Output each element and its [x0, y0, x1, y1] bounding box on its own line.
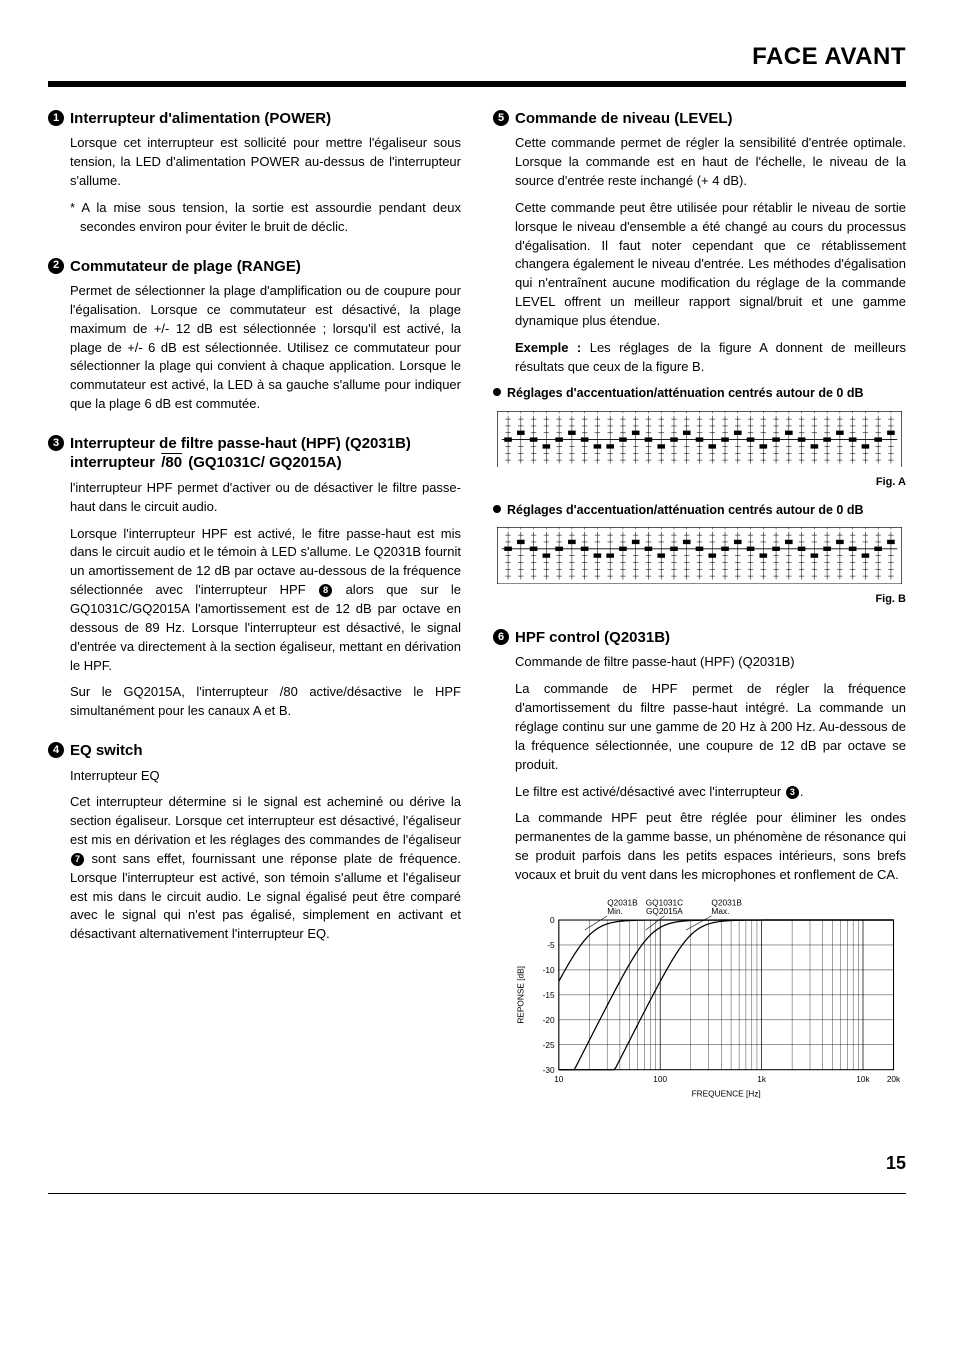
svg-text:1k: 1k: [757, 1074, 767, 1084]
section-1-p1: Lorsque cet interrupteur est sollicité p…: [70, 134, 461, 191]
svg-text:Min.: Min.: [607, 906, 623, 916]
section-2-title: Commutateur de plage (RANGE): [70, 257, 301, 277]
content-columns: 1 Interrupteur d'alimentation (POWER) Lo…: [48, 109, 906, 1127]
section-5: 5 Commande de niveau (LEVEL) Cette comma…: [493, 109, 906, 608]
svg-text:Max.: Max.: [711, 906, 729, 916]
badge-6: 6: [493, 629, 509, 645]
section-6-p1: La commande de HPF permet de régler la f…: [515, 680, 906, 774]
bullet-icon: [493, 505, 501, 513]
svg-text:-15: -15: [543, 990, 555, 1000]
eq-figure-b: [493, 523, 906, 584]
svg-text:-30: -30: [543, 1065, 555, 1075]
svg-text:REPONSE [dB]: REPONSE [dB]: [515, 966, 525, 1024]
ref-8-icon: 8: [319, 584, 332, 597]
eq-figure-a: [493, 407, 906, 468]
section-6-p2: Le filtre est activé/désactivé avec l'in…: [515, 783, 906, 802]
section-5-example: Exemple : Les réglages de la figure A do…: [515, 339, 906, 377]
section-4-p1: Cet interrupteur détermine si le signal …: [70, 793, 461, 944]
section-6: 6 HPF control (Q2031B) Commande de filtr…: [493, 628, 906, 1107]
section-3-p1: l'interrupteur HPF permet d'activer ou d…: [70, 479, 461, 517]
left-column: 1 Interrupteur d'alimentation (POWER) Lo…: [48, 109, 461, 1127]
footer-rule: [48, 1193, 906, 1194]
badge-5: 5: [493, 110, 509, 126]
section-2-p1: Permet de sélectionner la plage d'amplif…: [70, 282, 461, 414]
section-5-p1: Cette commande permet de régler la sensi…: [515, 134, 906, 191]
ref-3-icon: 3: [786, 786, 799, 799]
badge-3: 3: [48, 435, 64, 451]
svg-text:20k: 20k: [887, 1074, 901, 1084]
svg-text:-20: -20: [543, 1015, 555, 1025]
svg-text:FREQUENCE [Hz]: FREQUENCE [Hz]: [692, 1088, 761, 1098]
svg-text:0: 0: [550, 915, 555, 925]
figA-caption: Fig. A: [493, 475, 906, 491]
section-6-title: HPF control (Q2031B): [515, 628, 670, 648]
section-1: 1 Interrupteur d'alimentation (POWER) Lo…: [48, 109, 461, 237]
section-4-title: EQ switch: [70, 741, 143, 761]
section-6-p3: La commande HPF peut être réglée pour él…: [515, 809, 906, 884]
title-rule: [48, 81, 906, 87]
hpf-response-chart: 0 -5 -10 -15 -20 -25 -3010 100 1k 10k 20k FREQUENCE…: [493, 893, 906, 1101]
svg-text:100: 100: [653, 1074, 667, 1084]
section-3: 3 Interrupteur de filtre passe-haut (HPF…: [48, 434, 461, 721]
figA-heading: Réglages d'accentuation/atténuation cent…: [493, 384, 906, 402]
section-1-title: Interrupteur d'alimentation (POWER): [70, 109, 331, 129]
section-6-sub: Commande de filtre passe-haut (HPF) (Q20…: [515, 653, 906, 672]
section-4: 4 EQ switch Interrupteur EQ Cet interrup…: [48, 741, 461, 944]
bullet-icon: [493, 388, 501, 396]
section-4-sub: Interrupteur EQ: [70, 767, 461, 786]
ref-7-icon: 7: [71, 853, 84, 866]
badge-4: 4: [48, 742, 64, 758]
section-2: 2 Commutateur de plage (RANGE) Permet de…: [48, 257, 461, 414]
page-number: 15: [48, 1150, 906, 1176]
svg-text:-10: -10: [543, 965, 555, 975]
badge-1: 1: [48, 110, 64, 126]
svg-text:10k: 10k: [856, 1074, 870, 1084]
section-5-title: Commande de niveau (LEVEL): [515, 109, 733, 129]
section-3-p3: Sur le GQ2015A, l'interrupteur /80 activ…: [70, 683, 461, 721]
figB-heading: Réglages d'accentuation/atténuation cent…: [493, 501, 906, 519]
page-title: FACE AVANT: [48, 40, 906, 75]
svg-text:-25: -25: [543, 1040, 555, 1050]
svg-text:GQ2015A: GQ2015A: [646, 906, 683, 916]
badge-2: 2: [48, 258, 64, 274]
right-column: 5 Commande de niveau (LEVEL) Cette comma…: [493, 109, 906, 1127]
section-1-note: * A la mise sous tension, la sortie est …: [70, 199, 461, 237]
svg-text:10: 10: [554, 1074, 564, 1084]
section-3-title: Interrupteur de filtre passe-haut (HPF) …: [70, 434, 461, 473]
section-3-p2: Lorsque l'interrupteur HPF est activé, l…: [70, 525, 461, 676]
figB-caption: Fig. B: [493, 592, 906, 608]
svg-text:-5: -5: [547, 940, 555, 950]
section-5-p2: Cette commande peut être utilisée pour r…: [515, 199, 906, 331]
